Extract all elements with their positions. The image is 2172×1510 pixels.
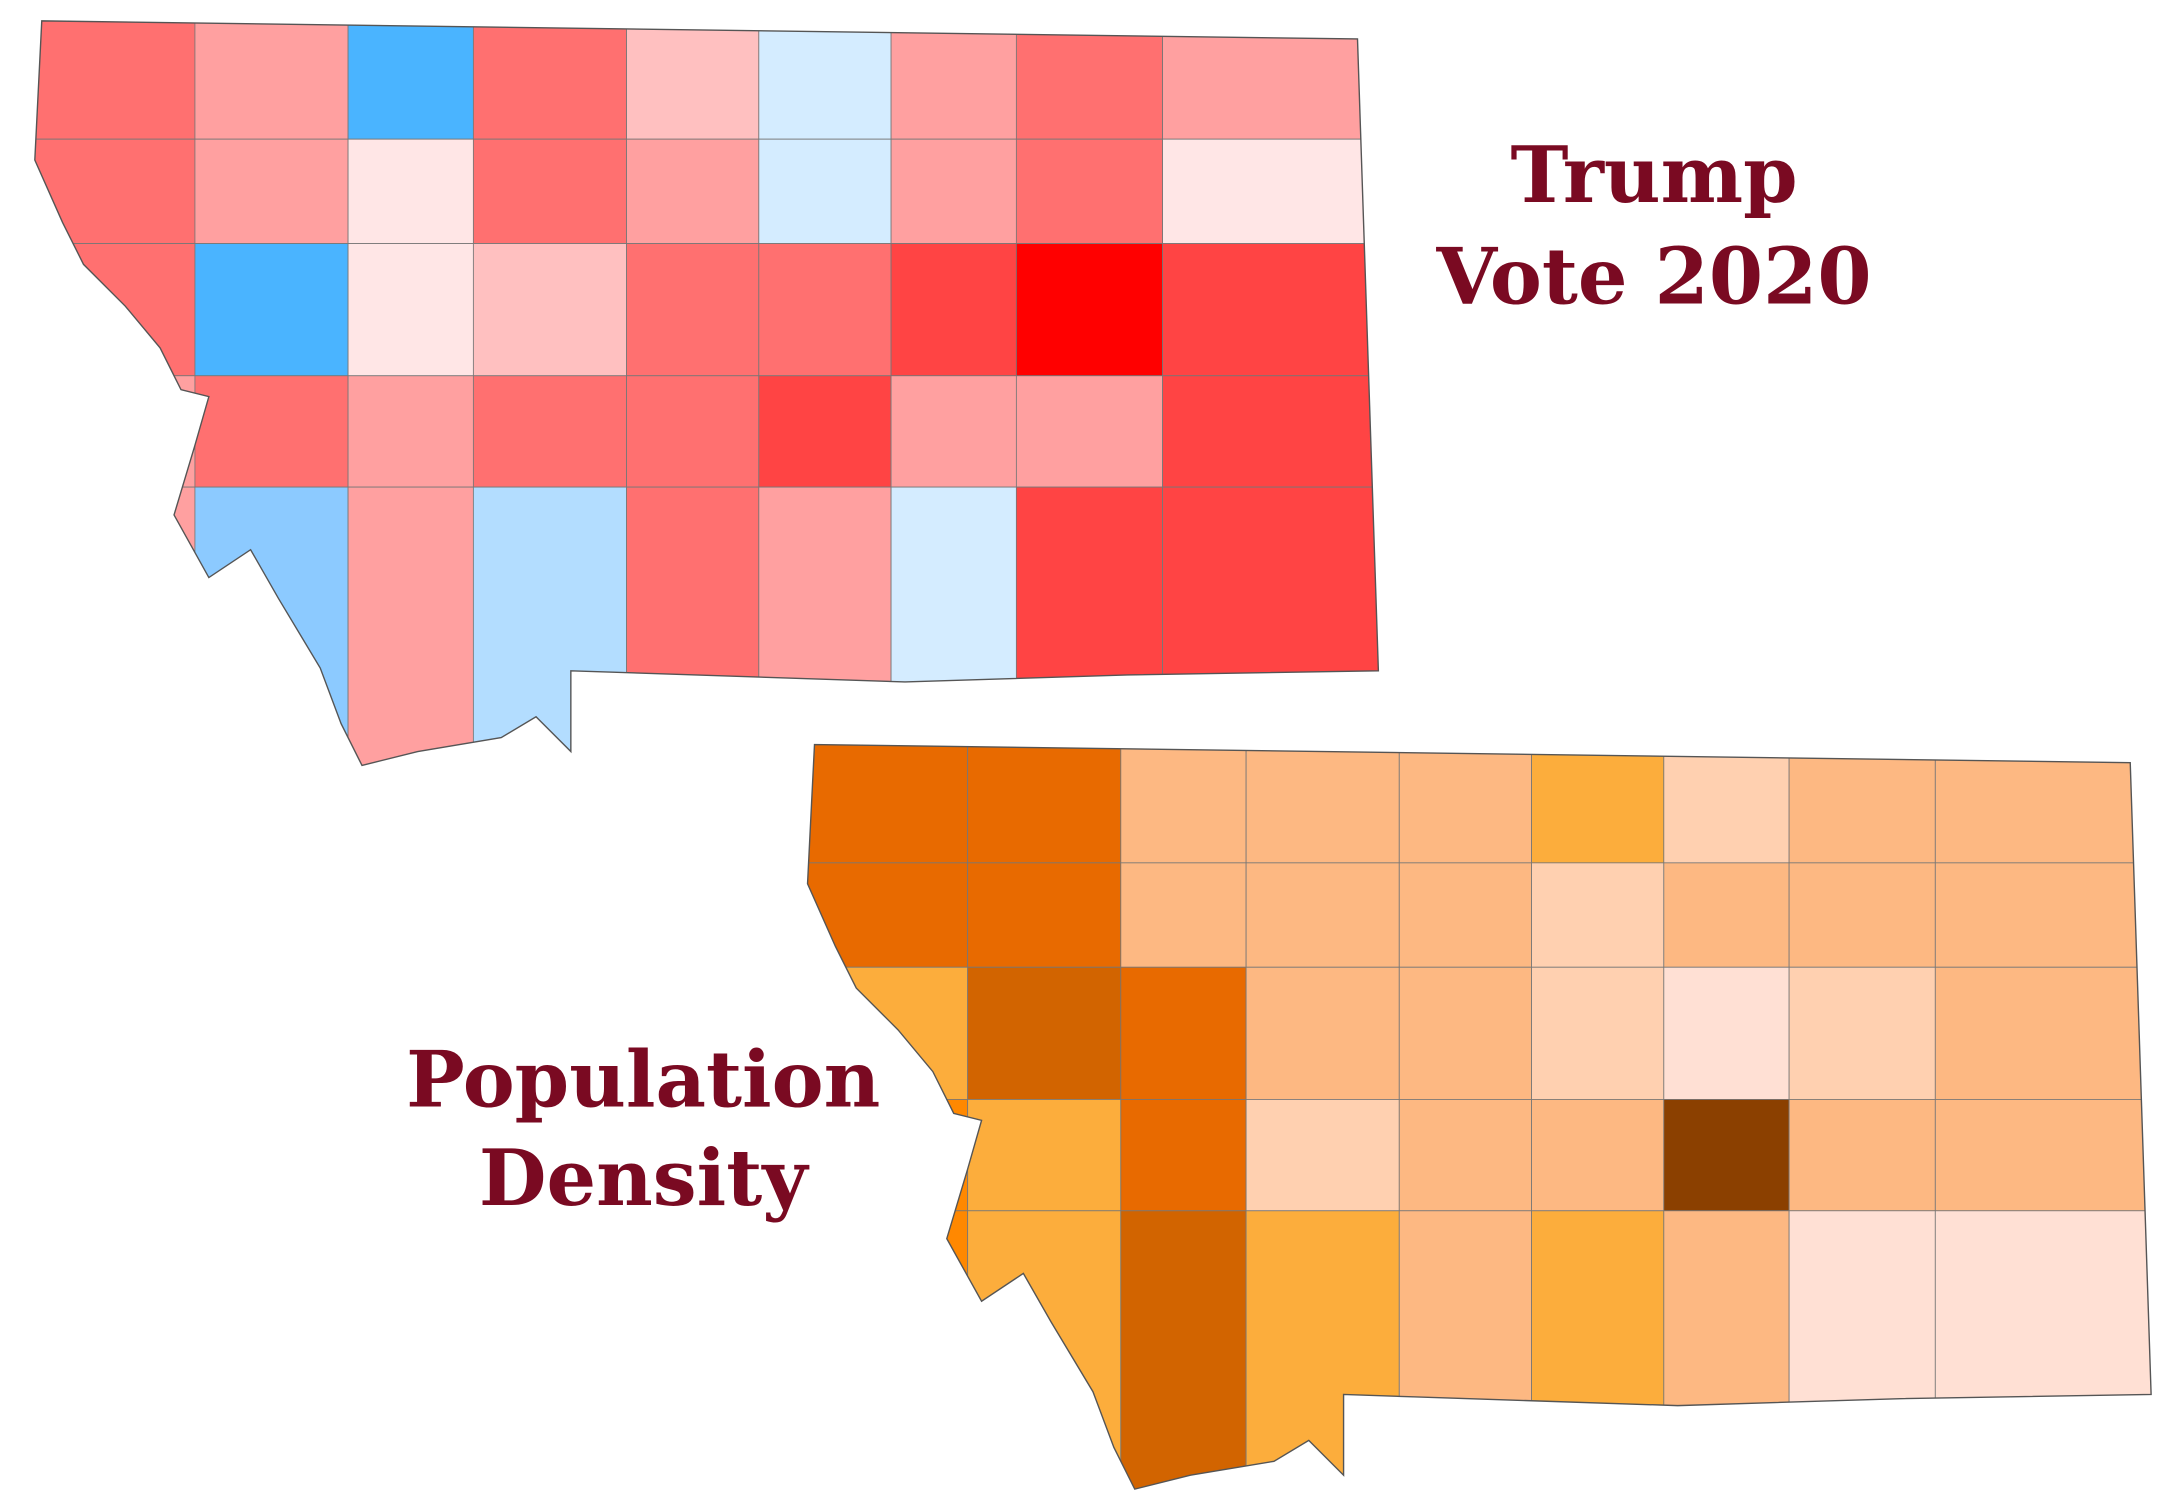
map-title: Vote 2020 <box>1436 231 1872 322</box>
county <box>1015 375 1163 488</box>
county <box>34 138 196 244</box>
county <box>1934 744 2152 864</box>
county <box>890 375 1017 488</box>
county <box>1398 744 1532 864</box>
county <box>194 20 349 140</box>
county <box>347 20 474 140</box>
county <box>1245 1099 1400 1212</box>
county <box>1120 1210 1247 1490</box>
vote-map <box>34 20 1380 767</box>
county <box>1398 966 1532 1100</box>
county <box>1934 1099 2152 1212</box>
county <box>1245 744 1400 864</box>
map-title: Density <box>479 1133 810 1224</box>
county <box>1120 744 1247 864</box>
county <box>1015 20 1163 140</box>
county <box>967 966 1122 1100</box>
county <box>1788 862 1936 968</box>
county <box>1120 1099 1247 1212</box>
county <box>890 20 1017 140</box>
county <box>34 375 196 488</box>
county <box>1788 966 1936 1100</box>
county <box>1531 966 1665 1100</box>
county <box>347 375 474 488</box>
county <box>1788 1099 1936 1212</box>
county <box>758 486 892 766</box>
county <box>626 20 760 140</box>
county <box>1788 744 1936 864</box>
county <box>626 375 760 488</box>
county <box>194 138 349 244</box>
county <box>1015 243 1163 377</box>
county <box>967 1210 1122 1490</box>
county <box>472 20 627 140</box>
county <box>1120 862 1247 968</box>
county <box>347 243 474 377</box>
county <box>1398 1210 1532 1490</box>
density-map <box>806 743 2152 1490</box>
county <box>194 486 349 766</box>
county <box>807 862 969 968</box>
county <box>758 243 892 377</box>
county <box>967 862 1122 968</box>
county <box>807 744 969 864</box>
county <box>1015 138 1163 244</box>
county <box>1531 1099 1665 1212</box>
county <box>1162 20 1379 140</box>
county <box>1531 1210 1665 1490</box>
county <box>1162 138 1379 244</box>
county <box>626 138 760 244</box>
county <box>758 20 892 140</box>
county <box>1162 243 1379 377</box>
map-title: Trump <box>1511 130 1798 221</box>
county <box>1663 862 1790 968</box>
county <box>626 243 760 377</box>
county <box>967 744 1122 864</box>
county <box>967 1099 1122 1212</box>
county <box>890 243 1017 377</box>
county <box>890 486 1017 766</box>
county <box>472 243 627 377</box>
county <box>1934 862 2152 968</box>
county <box>472 486 627 766</box>
county <box>34 20 196 140</box>
county <box>472 375 627 488</box>
county <box>34 486 196 766</box>
county <box>1663 966 1790 1100</box>
county <box>194 243 349 377</box>
county <box>807 1210 969 1490</box>
county <box>1663 1210 1790 1490</box>
county <box>1788 1210 1936 1490</box>
map-title: Population <box>406 1034 880 1125</box>
county <box>34 243 196 377</box>
county <box>347 138 474 244</box>
county <box>1663 744 1790 864</box>
county <box>1245 966 1400 1100</box>
county <box>1245 1210 1400 1490</box>
county <box>1015 486 1163 766</box>
county <box>1663 1099 1790 1212</box>
county <box>1934 966 2152 1100</box>
county <box>1162 375 1379 488</box>
county <box>1398 1099 1532 1212</box>
county <box>1531 862 1665 968</box>
county <box>1162 486 1379 766</box>
county <box>194 375 349 488</box>
county <box>1120 966 1247 1100</box>
county <box>1245 862 1400 968</box>
county <box>890 138 1017 244</box>
county <box>1531 744 1665 864</box>
county <box>626 486 760 766</box>
county <box>758 375 892 488</box>
county <box>347 486 474 766</box>
county <box>758 138 892 244</box>
county <box>1934 1210 2152 1490</box>
county <box>1398 862 1532 968</box>
county <box>472 138 627 244</box>
